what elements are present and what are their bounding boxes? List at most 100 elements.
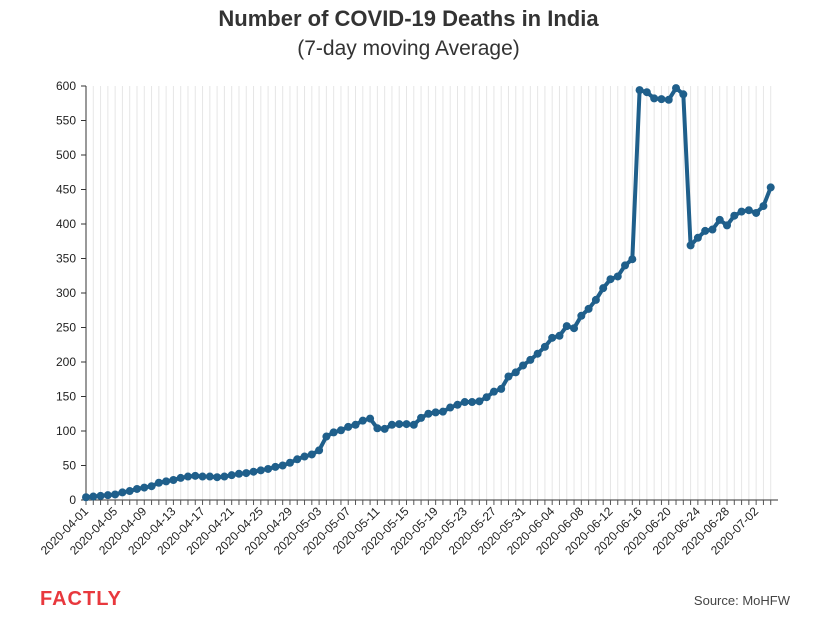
data-point [446,403,455,412]
line-chart: 0501001502002503003504004505005506002020… [38,79,778,558]
data-point [635,86,644,95]
data-point [482,393,491,402]
data-point [570,324,579,333]
data-point [730,211,739,220]
data-point [176,473,185,482]
data-point [387,420,396,429]
data-point [744,206,753,215]
data-point [533,349,542,358]
y-tick-label: 450 [56,183,76,197]
data-point [475,397,484,406]
data-point [336,426,345,435]
data-point [315,446,324,455]
data-point [591,295,600,304]
data-point [526,355,535,364]
data-point [708,225,717,234]
data-point [606,275,615,284]
data-point [693,233,702,242]
data-point [118,488,127,497]
data-point [701,226,710,235]
data-point [621,261,630,270]
data-point [140,483,149,492]
data-point [657,95,666,104]
data-point [417,413,426,422]
data-point [162,477,171,486]
data-point [759,202,768,211]
data-point [540,342,549,351]
data-point [103,491,112,500]
data-point [169,475,178,484]
data-point [373,424,382,433]
data-point [650,94,659,103]
chart-title: Number of COVID-19 Deaths in India [218,6,599,31]
data-point [599,284,608,293]
data-point [220,472,229,481]
data-point [766,183,775,192]
data-point [402,420,411,429]
data-point [234,469,243,478]
y-tick-label: 200 [56,355,76,369]
data-point [715,215,724,224]
data-point [293,455,302,464]
y-tick-label: 250 [56,321,76,335]
data-point [453,400,462,409]
data-point [329,428,338,437]
data-point [628,255,637,264]
data-point [752,208,761,217]
data-point [555,331,564,340]
y-tick-label: 500 [56,148,76,162]
data-point [409,420,418,429]
data-point [89,492,98,501]
data-point [242,469,251,478]
data-point [424,409,433,418]
data-point [256,466,265,475]
data-point [227,471,236,480]
data-point [307,450,316,459]
data-point [183,472,192,481]
data-point [205,472,214,481]
data-point [278,461,287,470]
data-point [664,95,673,104]
data-point [686,241,695,250]
data-point [497,384,506,393]
data-point [504,372,513,381]
data-point [322,432,331,441]
data-point [351,420,360,429]
data-point [380,424,389,433]
data-point [511,368,520,377]
data-point [285,458,294,467]
data-point [198,472,207,481]
data-point [154,478,163,487]
y-tick-label: 150 [56,390,76,404]
data-point [642,88,651,97]
data-point [125,487,134,496]
data-point [468,398,477,407]
data-point [366,414,375,423]
data-point [111,490,120,499]
y-tick-label: 400 [56,217,76,231]
source-note: Source: MoHFW [693,593,790,608]
chart-subtitle: (7-day moving Average) [297,37,520,60]
data-point [577,311,586,320]
y-tick-label: 0 [69,493,76,507]
data-point [271,462,280,471]
data-point [300,452,309,461]
data-point [438,407,447,416]
data-point [584,304,593,313]
data-point [264,464,273,473]
data-point [672,84,681,93]
data-point [489,387,498,396]
data-point [191,471,200,480]
data-point [344,422,353,431]
y-tick-label: 100 [56,424,76,438]
y-tick-label: 600 [56,79,76,93]
data-point [249,467,258,476]
data-point [519,361,528,370]
data-point [679,90,688,99]
data-point [723,221,732,230]
y-tick-label: 550 [56,114,76,128]
y-tick-label: 350 [56,252,76,266]
data-point [613,272,622,281]
data-point [460,398,469,407]
data-point [132,484,141,493]
